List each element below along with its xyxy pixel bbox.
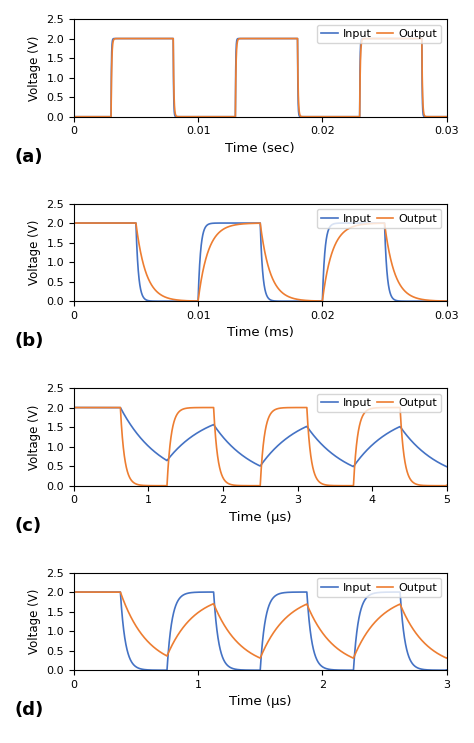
Line: Input: Input (74, 592, 447, 670)
Output (338, 112, 344, 121)
Output (71, 403, 77, 412)
Text: (a): (a) (14, 148, 43, 166)
Input (444, 112, 449, 121)
Output (247, 648, 253, 657)
Output (71, 112, 77, 121)
Output (296, 108, 302, 117)
Input (419, 447, 425, 456)
Legend: Input, Output: Input, Output (317, 578, 441, 597)
Output (296, 603, 302, 612)
Input (338, 112, 344, 121)
Line: Input: Input (74, 39, 447, 117)
Y-axis label: Voltage (V): Voltage (V) (28, 35, 41, 100)
Output (419, 88, 425, 97)
Line: Input: Input (74, 408, 447, 467)
Input (247, 456, 253, 465)
Line: Input: Input (74, 223, 447, 301)
Input (71, 112, 77, 121)
Output (444, 481, 449, 490)
Input (444, 462, 449, 471)
Text: (b): (b) (14, 332, 44, 351)
Input (310, 643, 316, 652)
Output (164, 34, 170, 43)
Input (419, 665, 425, 674)
Text: (d): (d) (14, 701, 43, 719)
Input (419, 100, 425, 109)
Input (121, 34, 127, 43)
Output (419, 481, 425, 490)
Output (444, 654, 449, 663)
Input (71, 218, 77, 227)
Output (338, 231, 344, 240)
Output (310, 112, 316, 121)
Input (310, 430, 316, 439)
Input (444, 666, 449, 675)
Input (296, 296, 302, 305)
Input (338, 666, 344, 675)
Output (71, 218, 77, 227)
Line: Output: Output (74, 408, 447, 486)
Input (247, 34, 253, 43)
Input (164, 34, 170, 43)
Input (164, 666, 170, 675)
Line: Output: Output (74, 39, 447, 117)
Line: Output: Output (74, 223, 447, 301)
X-axis label: Time (μs): Time (μs) (229, 695, 292, 709)
Output (164, 293, 170, 302)
Output (164, 652, 170, 661)
Output (310, 464, 316, 473)
Input (338, 218, 344, 227)
Input (444, 296, 449, 305)
Output (444, 112, 449, 121)
Output (71, 588, 77, 597)
Input (247, 666, 253, 675)
Output (296, 295, 302, 304)
Input (444, 462, 449, 471)
Output (338, 481, 344, 490)
Output (351, 481, 356, 490)
Line: Output: Output (74, 592, 447, 658)
Input (338, 455, 344, 464)
Output (444, 296, 449, 305)
Input (351, 666, 356, 675)
Legend: Input, Output: Input, Output (317, 209, 441, 228)
Input (296, 111, 302, 120)
Input (296, 426, 302, 435)
Input (164, 456, 170, 465)
Output (296, 403, 302, 412)
Input (247, 218, 253, 227)
X-axis label: Time (sec): Time (sec) (226, 142, 295, 155)
X-axis label: Time (μs): Time (μs) (229, 511, 292, 524)
Input (164, 296, 170, 305)
Output (247, 34, 253, 43)
Legend: Input, Output: Input, Output (317, 394, 441, 412)
Output (129, 34, 135, 43)
Input (71, 403, 77, 412)
Output (351, 654, 356, 663)
Y-axis label: Voltage (V): Voltage (V) (28, 220, 41, 285)
Output (247, 481, 253, 490)
Output (419, 637, 425, 646)
Input (71, 588, 77, 597)
Input (419, 296, 425, 305)
Output (310, 296, 316, 305)
Legend: Input, Output: Input, Output (317, 25, 441, 43)
Input (310, 296, 316, 305)
Input (310, 112, 316, 121)
Output (164, 481, 170, 490)
Output (338, 646, 344, 655)
Input (296, 588, 302, 597)
Text: (c): (c) (14, 517, 41, 535)
Y-axis label: Voltage (V): Voltage (V) (28, 404, 41, 470)
Output (247, 219, 253, 228)
X-axis label: Time (ms): Time (ms) (227, 326, 294, 340)
Output (310, 613, 316, 622)
Y-axis label: Voltage (V): Voltage (V) (28, 588, 41, 654)
Output (419, 295, 425, 304)
